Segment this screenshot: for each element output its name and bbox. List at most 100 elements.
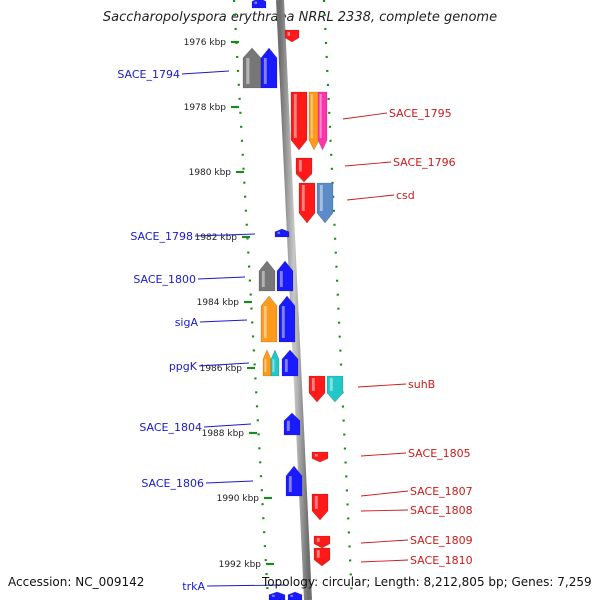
- gene-arrow[interactable]: [268, 591, 286, 600]
- leader-line: [360, 559, 409, 563]
- gene-highlight: [279, 271, 283, 287]
- kbp-tick-label: 1984 kbp: [197, 298, 240, 308]
- gene-highlight: [316, 538, 320, 542]
- gene-highlight: [281, 306, 285, 338]
- gene-arrow[interactable]: [278, 295, 296, 343]
- gene-arrow[interactable]: [311, 451, 329, 463]
- kbp-tick-label: 1992 kbp: [219, 560, 262, 570]
- gene-body: [308, 91, 320, 151]
- leader-line: [181, 70, 230, 75]
- gene-label-right[interactable]: SACE_1795: [389, 107, 452, 120]
- gene-label-right[interactable]: SACE_1808: [410, 504, 473, 517]
- gene-arrow[interactable]: [281, 349, 299, 377]
- gene-label-right[interactable]: SACE_1809: [410, 534, 473, 547]
- leader-line: [203, 423, 252, 428]
- gene-highlight: [311, 378, 315, 391]
- gene-arrow[interactable]: [298, 182, 316, 224]
- gene-body: [295, 157, 313, 183]
- gene-arrow[interactable]: [258, 260, 276, 292]
- leader-line: [205, 480, 254, 484]
- gene-highlight: [314, 496, 318, 509]
- leader-line: [344, 161, 392, 167]
- gene-label-right[interactable]: suhB: [408, 378, 435, 391]
- gene-label-left[interactable]: sigA: [175, 316, 199, 329]
- gene-arrow[interactable]: [270, 349, 280, 377]
- gene-highlight: [277, 231, 281, 234]
- gene-highlight: [329, 378, 333, 391]
- gene-highlight: [287, 32, 291, 36]
- gene-arrow[interactable]: [308, 375, 326, 403]
- leader-line: [357, 383, 407, 388]
- leader-line: [342, 112, 388, 120]
- gene-body: [313, 547, 331, 567]
- gene-arrow[interactable]: [260, 47, 278, 89]
- gene-body: [317, 91, 328, 151]
- gene-body: [283, 412, 301, 436]
- gene-arrow[interactable]: [313, 535, 331, 549]
- gene-body: [281, 349, 299, 377]
- gene-arrow[interactable]: [290, 91, 308, 151]
- gene-label-right[interactable]: SACE_1796: [393, 156, 456, 169]
- gene-body: [274, 228, 290, 238]
- topology-label: Topology: circular; Length: 8,212,805 bp…: [262, 575, 592, 589]
- gene-arrow[interactable]: [311, 493, 329, 521]
- accession-label: Accession: NC_009142: [8, 575, 145, 589]
- gene-highlight: [288, 476, 292, 492]
- leader-line: [346, 194, 395, 201]
- gene-arrow[interactable]: [317, 91, 328, 151]
- kbp-tick-label: 1976 kbp: [184, 38, 227, 48]
- gene-label-left[interactable]: SACE_1798: [130, 230, 193, 243]
- gene-arrow-top-small[interactable]: [284, 29, 300, 43]
- guide-track: [232, 0, 270, 600]
- gene-arrow[interactable]: [262, 349, 272, 377]
- gene-arrow-top-left[interactable]: [251, 0, 267, 9]
- gene-body: [285, 465, 303, 497]
- genome-axis: [276, 0, 312, 600]
- gene-body: [298, 182, 316, 224]
- gene-arrow[interactable]: [295, 157, 313, 183]
- gene-arrow[interactable]: [276, 260, 294, 292]
- gene-arrow[interactable]: [242, 47, 262, 89]
- gene-label-left[interactable]: SACE_1806: [141, 477, 204, 490]
- gene-body: [326, 375, 344, 403]
- gene-highlight: [319, 94, 322, 138]
- gene-arrow[interactable]: [326, 375, 344, 403]
- gene-arrow[interactable]: [285, 465, 303, 497]
- leader-line: [199, 319, 248, 323]
- gene-highlight: [301, 185, 305, 211]
- gene-label-left[interactable]: SACE_1794: [117, 68, 180, 81]
- gene-label-right[interactable]: SACE_1805: [408, 447, 471, 460]
- gene-body: [290, 91, 308, 151]
- gene-body: [278, 295, 296, 343]
- gene-arrow[interactable]: [274, 228, 290, 238]
- gene-highlight: [290, 594, 294, 597]
- leader-line: [197, 276, 246, 280]
- gene-arrow[interactable]: [283, 412, 301, 436]
- gene-label-right[interactable]: SACE_1810: [410, 554, 473, 567]
- gene-highlight: [264, 359, 267, 372]
- gene-body: [287, 591, 303, 600]
- leader-line: [360, 539, 409, 544]
- gene-label-left[interactable]: trkA: [182, 580, 205, 593]
- gene-label-left[interactable]: SACE_1804: [139, 421, 202, 434]
- gene-highlight: [272, 359, 275, 372]
- leader-line: [360, 490, 409, 497]
- gene-highlight: [314, 454, 318, 457]
- gene-highlight: [298, 160, 302, 172]
- gene-label-left[interactable]: ppgK: [169, 360, 198, 373]
- genome-title: Saccharopolyspora erythraea NRRL 2338, c…: [102, 10, 498, 25]
- gene-arrow[interactable]: [316, 182, 334, 224]
- gene-highlight: [246, 58, 250, 84]
- gene-label-left[interactable]: SACE_1800: [133, 273, 196, 286]
- gene-highlight: [293, 94, 297, 138]
- gene-arrow[interactable]: [313, 547, 331, 567]
- gene-highlight: [263, 306, 267, 338]
- gene-body: [251, 0, 267, 9]
- gene-arrow[interactable]: [260, 295, 278, 343]
- gene-body: [313, 535, 331, 549]
- gene-arrow[interactable]: [287, 591, 303, 600]
- gene-label-right[interactable]: SACE_1807: [410, 485, 473, 498]
- gene-arrow[interactable]: [308, 91, 320, 151]
- gene-label-right[interactable]: csd: [396, 189, 415, 202]
